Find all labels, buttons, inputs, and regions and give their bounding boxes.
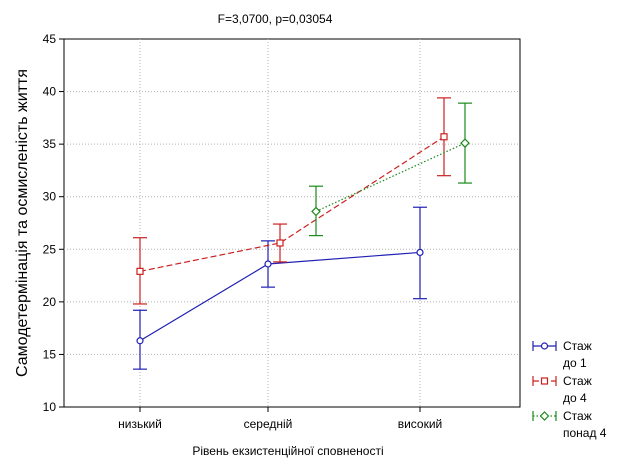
y-tick-label: 30 (43, 190, 57, 204)
y-tick-label: 15 (43, 347, 57, 361)
data-point (540, 342, 549, 350)
data-point (136, 337, 144, 345)
y-axis-label: Самодетермінація та осмисленість життя (14, 69, 31, 377)
data-point (540, 377, 549, 385)
legend-entry-2: Стаж до 4 (532, 374, 592, 405)
plot-area: 10 15 20 25 30 35 40 45 низький середній високий (43, 32, 521, 431)
legend-label: до 4 (563, 391, 587, 405)
data-point (136, 267, 144, 275)
data-point (460, 138, 470, 148)
legend: Стаж до 1 Стаж до 4 Стаж понад 4 (532, 339, 607, 440)
legend-entry-3: Стаж понад 4 (532, 409, 607, 440)
data-point (311, 206, 321, 217)
series-line (139, 136, 445, 272)
legend-label: Стаж (563, 339, 592, 353)
y-tick-label: 40 (43, 85, 57, 99)
legend-label: Стаж (563, 374, 592, 388)
series-layer (133, 97, 472, 370)
x-tick-label: низький (118, 417, 162, 431)
data-point (440, 133, 448, 141)
legend-entry-1: Стаж до 1 (532, 339, 592, 370)
data-point (416, 248, 424, 257)
series-3 (309, 102, 472, 237)
chart-title: F=3,0700, p=0,03054 (218, 12, 333, 26)
legend-label: Стаж (563, 409, 592, 423)
y-axis: 10 15 20 25 30 35 40 45 (43, 32, 64, 414)
x-tick-label: середній (244, 417, 293, 431)
series-1 (133, 206, 427, 370)
series-2 (133, 97, 451, 305)
series-line (315, 142, 466, 212)
y-tick-label: 20 (43, 295, 57, 309)
x-tick-label: високий (398, 417, 443, 431)
legend-label: до 1 (563, 356, 587, 370)
data-point (276, 239, 284, 247)
y-tick-label: 35 (43, 137, 57, 151)
y-tick-label: 25 (43, 242, 57, 256)
plot-frame (63, 38, 521, 408)
data-point (539, 411, 550, 421)
x-axis: низький середній високий (118, 407, 442, 431)
data-point (264, 260, 272, 268)
y-tick-label: 45 (43, 32, 57, 46)
x-axis-label: Рівень екзистенційної сповненості (192, 444, 383, 458)
legend-label: понад 4 (563, 426, 607, 440)
y-tick-label: 10 (43, 400, 57, 414)
